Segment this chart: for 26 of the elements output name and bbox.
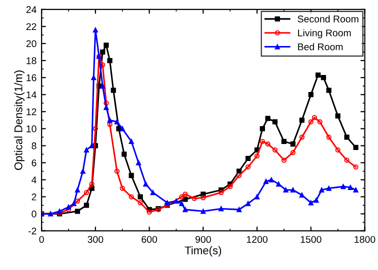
y-tick-label: 8 [32, 142, 36, 150]
y-tick-label: 2 [32, 194, 36, 200]
x-tick-label: 1800 [354, 236, 376, 243]
x-tick-label: 600 [142, 236, 158, 243]
y-tick-label: 12 [26, 108, 36, 116]
legend-label: Bed Room [298, 43, 343, 50]
y-tick-label: 16 [26, 74, 36, 82]
x-tick-label: 900 [196, 236, 211, 243]
y-tick-label: 6 [32, 159, 36, 166]
y-tick-label: 24 [26, 6, 36, 13]
y-axis-title: Optical Density(1/m) [14, 70, 25, 170]
legend-label: Second Room [298, 15, 358, 22]
y-tick-label: -2 [28, 228, 36, 234]
x-tick-label: 1500 [300, 236, 322, 243]
y-tick-label: 4 [32, 176, 36, 184]
y-tick-label: 22 [26, 23, 36, 30]
y-tick-label: 14 [26, 91, 36, 98]
y-tick-label: 0 [32, 210, 36, 218]
x-axis-title: Time(s) [184, 246, 222, 257]
y-tick-label: 10 [26, 125, 36, 132]
legend-label: Living Room [298, 29, 351, 38]
x-tick-label: 1200 [246, 236, 268, 243]
y-tick-label: 20 [26, 40, 36, 48]
y-tick-label: 18 [26, 57, 36, 64]
x-tick-label: 0 [39, 236, 44, 243]
x-tick-label: 300 [88, 236, 104, 243]
